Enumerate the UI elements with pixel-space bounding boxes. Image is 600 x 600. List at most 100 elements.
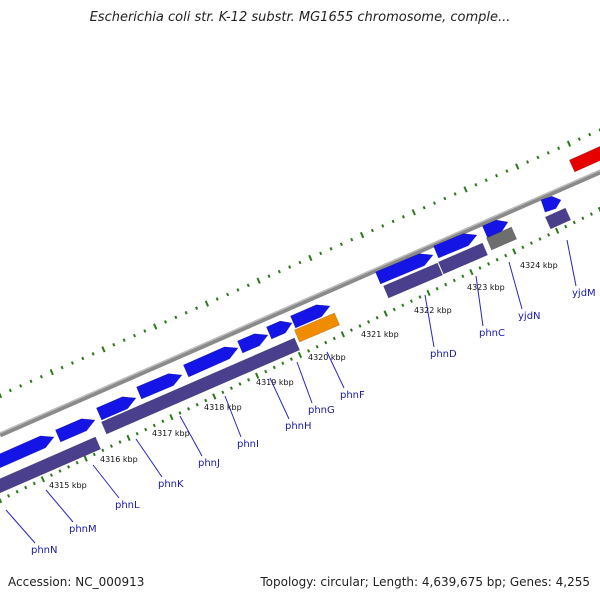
outer-tick (226, 292, 230, 297)
inner-tick (564, 224, 568, 229)
outer-tick (515, 163, 520, 170)
inner-tick (255, 372, 260, 379)
outer-tick (163, 320, 168, 324)
inner-tick (401, 303, 405, 308)
scale-label: 4323 kbp (467, 283, 505, 292)
cds-arrow (540, 195, 562, 213)
inner-tick (383, 310, 388, 317)
outer-tick (8, 388, 12, 393)
inner-tick (67, 465, 71, 469)
inner-tick (195, 402, 199, 407)
outer-tick (204, 300, 210, 307)
outer-tick (132, 333, 137, 338)
inner-tick (118, 440, 122, 444)
outer-tick (81, 356, 85, 361)
outer-tick (49, 369, 54, 376)
inner-tick (367, 320, 371, 324)
outer-tick (308, 254, 313, 262)
inner-tick (204, 398, 208, 403)
inner-tick (169, 413, 174, 421)
inner-tick (152, 423, 156, 428)
cds-arrow (182, 346, 239, 378)
inner-tick (272, 365, 276, 370)
outer-tick (526, 160, 530, 164)
outer-tick (288, 265, 292, 269)
outer-tick (495, 173, 499, 178)
outer-tick (101, 346, 106, 353)
outer-tick (391, 219, 395, 224)
leader-line (296, 361, 313, 404)
inner-tick (487, 262, 491, 266)
gene-label: yjdN (518, 311, 541, 322)
inner-tick (426, 289, 431, 297)
scale-label: 4320 kbp (308, 353, 346, 362)
outer-tick (246, 283, 250, 288)
outer-tick (577, 137, 581, 141)
outer-tick (60, 365, 64, 370)
outer-tick (422, 205, 426, 210)
inner-tick (358, 324, 362, 328)
inner-tick (49, 473, 53, 477)
chromosome-backbone (0, 169, 600, 438)
inner-tick (418, 295, 422, 299)
inner-tick (392, 307, 396, 312)
leader-line (179, 415, 203, 457)
outer-tick (19, 384, 23, 388)
inner-tick (109, 444, 113, 448)
highlight-feature (568, 146, 600, 173)
inner-tick (529, 241, 533, 245)
cds-arrow (266, 320, 293, 340)
inner-tick (221, 390, 225, 395)
outer-tick (536, 155, 540, 160)
scale-label: 4322 kbp (414, 306, 452, 315)
inner-tick (92, 452, 96, 457)
gene-label: phnL (115, 500, 140, 511)
inner-tick (229, 386, 233, 390)
gene-bar (0, 436, 101, 494)
inner-tick (581, 216, 585, 221)
scale-label: 4321 kbp (361, 330, 399, 339)
outer-tick (91, 352, 95, 356)
inner-tick (375, 315, 379, 320)
outer-tick (339, 242, 343, 246)
chromosome-backbone-highlight (0, 169, 600, 434)
inner-tick (504, 253, 508, 258)
outer-tick (174, 315, 178, 320)
scale-label: 4315 kbp (49, 481, 87, 490)
outer-tick (484, 178, 488, 183)
inner-tick (469, 268, 474, 276)
inner-tick (161, 419, 165, 424)
leader-line (45, 489, 74, 523)
outer-tick (546, 151, 550, 155)
outer-tick (256, 277, 261, 284)
outer-tick (566, 140, 572, 147)
outer-tick (432, 201, 437, 205)
inner-tick (126, 434, 131, 442)
inner-tick (324, 340, 328, 345)
inner-tick-ring (0, 206, 600, 504)
outer-tick (153, 323, 158, 330)
outer-tick-ring (0, 128, 600, 399)
accession-text: Accession: NC_000913 (8, 575, 145, 589)
leader-line (326, 351, 345, 389)
outer-tick (474, 183, 478, 187)
outer-tick (381, 224, 385, 228)
inner-tick (444, 282, 448, 287)
outer-tick (329, 247, 333, 251)
outer-tick (29, 379, 33, 384)
scale-label: 4319 kbp (256, 378, 294, 387)
scale-label-group: 4315 kbp 4316 kbp 4317 kbp 4318 kbp 4319 kbp… (49, 261, 558, 490)
gene-label: phnK (158, 479, 184, 490)
outer-tick (463, 186, 468, 193)
outer-tick (143, 329, 147, 333)
cds-arrow (96, 396, 137, 421)
outer-tick (411, 209, 416, 216)
outer-tick (122, 338, 126, 342)
cds-arrow (375, 253, 434, 285)
scale-label: 4317 kbp (152, 429, 190, 438)
gene-label: phnJ (198, 458, 220, 469)
inner-tick (435, 286, 439, 291)
outer-tick (215, 297, 219, 301)
inner-tick (247, 378, 251, 382)
scale-label: 4316 kbp (100, 455, 138, 464)
